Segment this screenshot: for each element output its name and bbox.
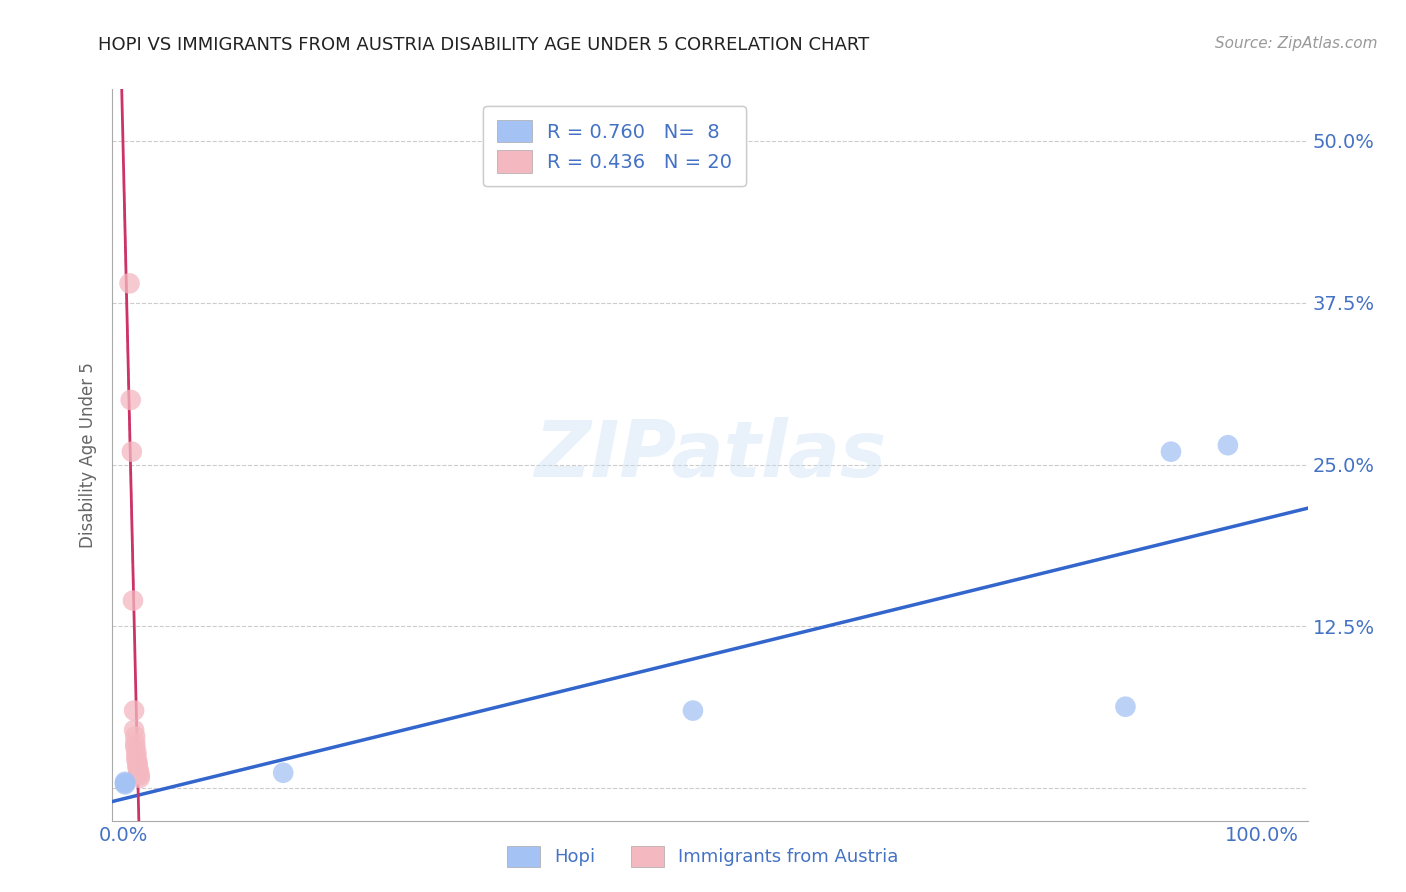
Point: [114, 774, 136, 789]
Point: [1160, 444, 1182, 458]
Point: [122, 723, 145, 737]
Text: Source: ZipAtlas.com: Source: ZipAtlas.com: [1215, 36, 1378, 51]
Point: [682, 704, 704, 718]
Legend: R = 0.760   N=  8, R = 0.436   N = 20: R = 0.760 N= 8, R = 0.436 N = 20: [484, 106, 745, 186]
Y-axis label: Disability Age Under 5: Disability Age Under 5: [79, 362, 97, 548]
Legend: Hopi, Immigrants from Austria: Hopi, Immigrants from Austria: [501, 838, 905, 874]
Point: [127, 760, 149, 774]
Point: [1114, 699, 1136, 714]
Point: [127, 756, 149, 770]
Point: [118, 277, 141, 291]
Point: [1216, 438, 1239, 452]
Point: [121, 444, 143, 458]
Point: [127, 758, 149, 772]
Point: [271, 765, 294, 780]
Point: [125, 753, 148, 767]
Point: [128, 763, 150, 777]
Text: ZIPatlas: ZIPatlas: [534, 417, 886, 493]
Text: HOPI VS IMMIGRANTS FROM AUSTRIA DISABILITY AGE UNDER 5 CORRELATION CHART: HOPI VS IMMIGRANTS FROM AUSTRIA DISABILI…: [98, 36, 870, 54]
Point: [125, 745, 148, 759]
Point: [128, 764, 150, 779]
Point: [128, 771, 150, 785]
Point: [125, 748, 148, 763]
Point: [114, 777, 136, 791]
Point: [124, 730, 146, 744]
Point: [124, 736, 146, 750]
Point: [124, 739, 146, 754]
Point: [120, 392, 142, 407]
Point: [128, 767, 150, 781]
Point: [128, 768, 150, 782]
Point: [122, 593, 145, 607]
Point: [114, 776, 136, 790]
Point: [122, 704, 145, 718]
